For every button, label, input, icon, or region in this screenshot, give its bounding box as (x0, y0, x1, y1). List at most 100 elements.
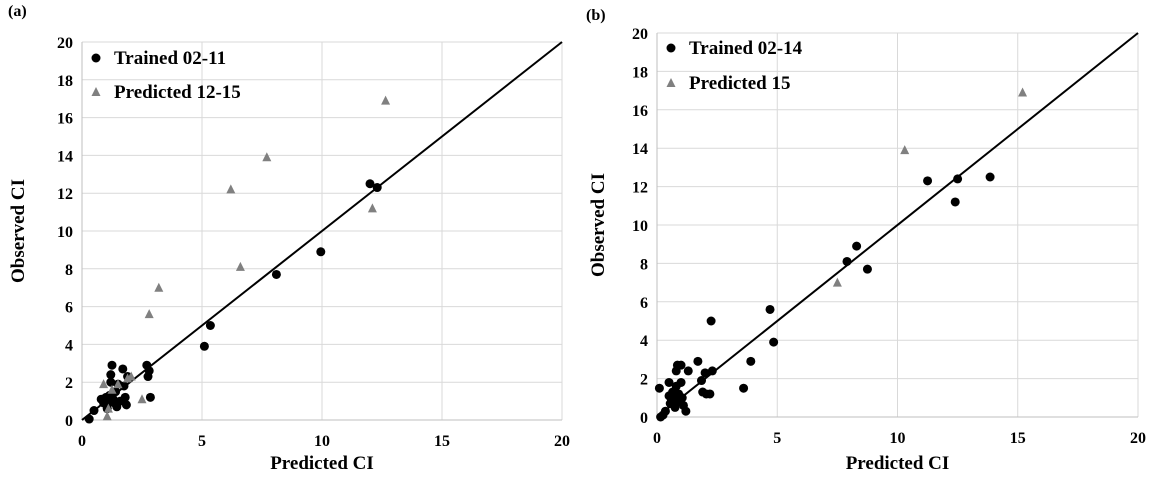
data-point-trained-02-11 (365, 179, 375, 189)
y-tick-label: 0 (640, 410, 648, 427)
y-axis-label: Observed CI (8, 179, 29, 283)
data-point-trained-02-14 (696, 376, 706, 386)
y-tick-label: 14 (632, 141, 648, 158)
y-tick-label: 16 (632, 103, 648, 120)
data-point-trained-02-14 (769, 337, 779, 347)
data-point-trained-02-14 (660, 406, 670, 416)
x-tick-label: 0 (653, 430, 661, 447)
data-point-predicted-12-15 (144, 309, 154, 319)
data-point-trained-02-14 (683, 366, 693, 376)
data-point-trained-02-14 (862, 264, 872, 274)
y-tick-label: 10 (57, 224, 73, 241)
data-point-trained-02-11 (119, 381, 129, 391)
data-point-predicted-12-15 (103, 403, 113, 413)
panel-label-b: (b) (586, 7, 606, 24)
data-point-predicted-15 (900, 145, 910, 155)
legend-label: Trained 02-11 (114, 48, 226, 69)
data-point-trained-02-11 (205, 321, 215, 330)
y-tick-label: 4 (65, 337, 73, 354)
data-point-trained-02-11 (84, 414, 94, 424)
data-point-trained-02-11 (316, 247, 326, 257)
data-point-predicted-12-15 (126, 371, 136, 381)
x-tick-label: 15 (1010, 430, 1026, 447)
data-point-trained-02-11 (89, 406, 99, 416)
data-point-predicted-12-15 (113, 379, 123, 389)
chart-panel-a: 0 2 4 6 8 10 12 14 16 18 20 0 5 10 15 20 Trained 02-11 Pr… (8, 3, 570, 474)
y-tick-label: 16 (57, 111, 73, 128)
y-tick-label: 20 (632, 26, 648, 43)
data-point-trained-02-14 (654, 383, 664, 393)
data-point-trained-02-14 (705, 389, 715, 399)
data-point-trained-02-14 (765, 304, 775, 314)
legend-label: Predicted 12-15 (114, 82, 241, 103)
x-tick-label: 5 (198, 433, 206, 450)
y-tick-label: 20 (57, 35, 73, 52)
y-tick-label: 2 (65, 375, 73, 392)
y-tick-label: 8 (640, 256, 648, 273)
x-tick-label: 20 (1130, 430, 1146, 447)
legend-label: Trained 02-14 (689, 38, 803, 59)
x-axis-label: Predicted CI (846, 453, 950, 474)
data-point-predicted-12-15 (99, 379, 109, 389)
data-point-trained-02-14 (677, 393, 687, 403)
data-point-predicted-12-15 (154, 282, 164, 292)
data-point-trained-02-14 (746, 356, 756, 366)
y-tick-label: 6 (640, 295, 648, 312)
data-point-trained-02-11 (107, 360, 117, 370)
data-point-trained-02-11 (271, 269, 281, 279)
data-point-predicted-12-15 (381, 95, 391, 105)
x-tick-label: 20 (554, 433, 570, 450)
data-point-trained-02-14 (676, 377, 686, 387)
y-tick-label: 12 (57, 186, 73, 203)
data-point-trained-02-14 (739, 383, 749, 393)
data-point-predicted-12-15 (262, 152, 272, 162)
y-tick-label: 2 (640, 372, 648, 389)
data-point-trained-02-11 (144, 366, 154, 376)
panel-label-a: (a) (8, 3, 27, 20)
data-point-predicted-12-15 (226, 184, 236, 194)
y-tick-label: 14 (57, 148, 73, 165)
data-point-predicted-12-15 (137, 394, 147, 404)
data-point-trained-02-14 (664, 377, 674, 387)
y-tick-label: 10 (632, 218, 648, 235)
x-tick-label: 15 (434, 433, 450, 450)
data-point-trained-02-11 (121, 400, 131, 410)
data-point-trained-02-11 (120, 392, 130, 402)
data-point-trained-02-14 (706, 316, 716, 326)
legend-marker-triangle (91, 87, 101, 96)
x-tick-label: 5 (773, 430, 781, 447)
y-tick-label: 6 (65, 300, 73, 317)
data-point-predicted-15 (832, 277, 842, 287)
legend-marker-triangle (666, 78, 676, 87)
x-tick-label: 10 (890, 430, 906, 447)
one-to-one-line (81, 41, 563, 421)
data-point-predicted-12-15 (107, 384, 117, 394)
y-tick-label: 18 (632, 64, 648, 81)
data-point-trained-02-14 (707, 366, 717, 376)
data-point-trained-02-14 (700, 368, 710, 378)
data-point-trained-02-11 (199, 341, 209, 351)
one-to-one-line (656, 32, 1139, 418)
data-point-predicted-12-15 (102, 411, 112, 421)
x-axis-label: Predicted CI (270, 453, 374, 474)
data-point-trained-02-14 (693, 356, 703, 366)
data-point-predicted-12-15 (367, 203, 377, 213)
chart-panel-b: 0 2 4 6 8 10 12 14 16 18 20 0 5 10 15 20 Trained 02-14 Pr… (586, 7, 1146, 474)
data-point-predicted-15 (1018, 87, 1028, 97)
y-tick-label: 4 (640, 333, 648, 350)
x-tick-label: 0 (78, 433, 86, 450)
legend-marker-circle (91, 53, 101, 63)
data-point-trained-02-14 (842, 256, 852, 266)
data-point-trained-02-11 (145, 392, 155, 402)
y-axis-label: Observed CI (588, 173, 609, 277)
data-point-trained-02-11 (106, 377, 116, 387)
x-tick-label: 10 (314, 433, 330, 450)
y-tick-label: 18 (57, 73, 73, 90)
data-point-trained-02-14 (681, 406, 691, 416)
data-point-trained-02-14 (923, 176, 933, 186)
data-point-trained-02-11 (106, 370, 116, 380)
data-point-trained-02-14 (676, 360, 686, 370)
data-point-trained-02-11 (118, 364, 128, 374)
data-point-trained-02-14 (953, 174, 963, 184)
